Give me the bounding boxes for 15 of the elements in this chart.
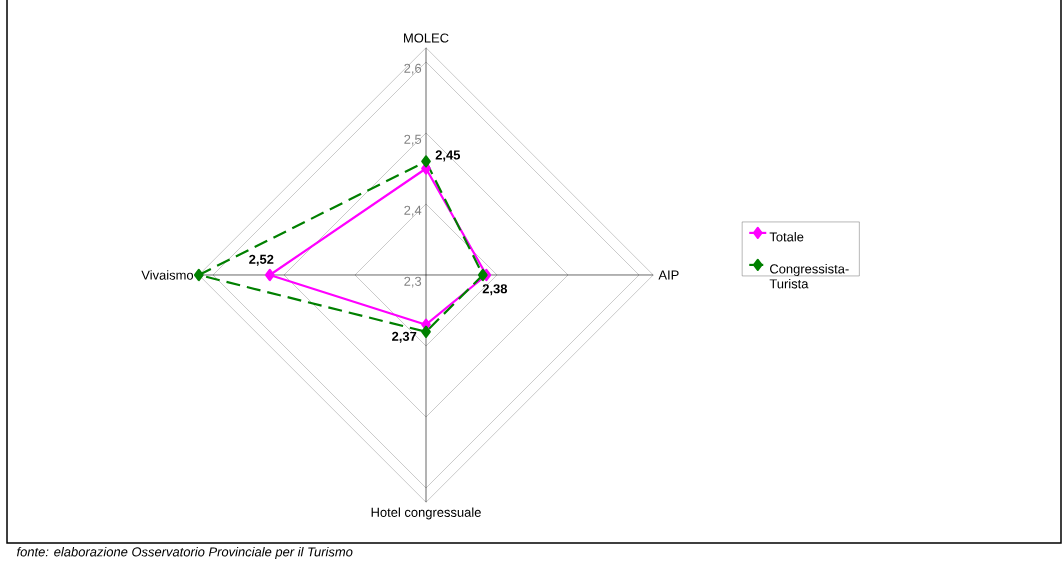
spoke-label: MOLEC — [404, 33, 449, 43]
y-tick-label: 2,4 — [404, 205, 422, 217]
y-tick-label: 2,3 — [404, 276, 422, 288]
spoke-label: AIP — [658, 270, 679, 280]
spoke-label: Hotel congressuale — [371, 507, 481, 520]
spoke-label: Vivaismo — [141, 270, 194, 280]
legend-label: Congressista-Turista — [769, 263, 849, 289]
legend-label: Totale — [769, 231, 804, 242]
y-tick-label: 2,6 — [404, 63, 422, 75]
data-label: 2,38 — [482, 284, 508, 296]
source-note: fonte: elaborazione Osservatorio Provinciale per il Turismo — [16, 546, 353, 560]
data-label: 2,45 — [435, 150, 461, 162]
data-label: 2,52 — [249, 254, 274, 266]
y-tick-label: 2,5 — [404, 134, 422, 146]
data-label: 2,37 — [392, 331, 417, 343]
